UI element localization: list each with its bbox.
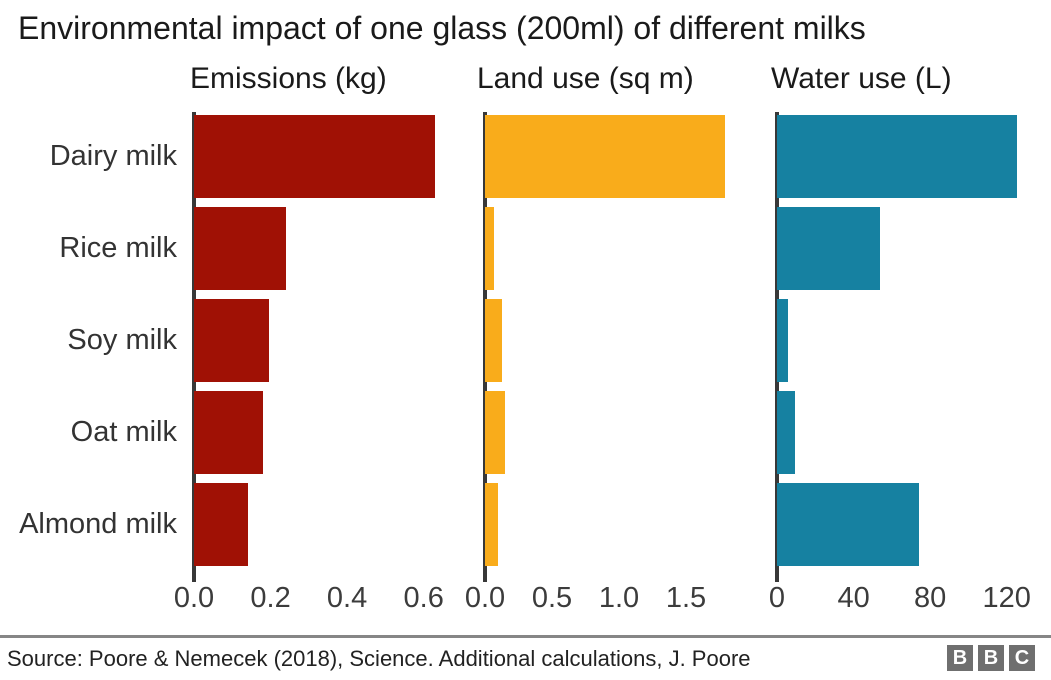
x-tick-label-water-use-l-120: 120 xyxy=(982,582,1031,614)
panel-water-use: 0 40 80 120 xyxy=(769,112,1045,614)
x-tick-label-water-use-l-0: 0 xyxy=(768,582,786,614)
category-label-almond-milk: Almond milk xyxy=(19,508,177,540)
panel-title-land-use: Land use (sq m) xyxy=(477,62,694,95)
x-tick-label-land-use-sq-m-0-5: 0.5 xyxy=(531,582,573,614)
category-label-dairy-milk: Dairy milk xyxy=(49,140,177,172)
x-tick-label-water-use-l-40: 40 xyxy=(837,582,870,614)
category-label-rice-milk: Rice milk xyxy=(59,232,177,264)
x-tick-label-emissions-kg-0-0: 0.0 xyxy=(173,582,215,614)
bar-almond-milk-water-use-l xyxy=(777,483,920,566)
bar-almond-milk-land-use-sq-m xyxy=(485,483,499,566)
bar-almond-milk-emissions-kg xyxy=(194,483,248,566)
x-tick-label-emissions-kg-0-6: 0.6 xyxy=(403,582,444,614)
category-label-soy-milk: Soy milk xyxy=(67,324,177,356)
panel-title-water-use: Water use (L) xyxy=(771,62,952,95)
panel-emissions: 0.0 0.2 0.4 0.6 xyxy=(174,112,462,614)
x-tick-label-water-use-l-80: 80 xyxy=(913,582,947,614)
x-tick-label-emissions-kg-0-2: 0.2 xyxy=(250,582,291,614)
x-tick-label-land-use-sq-m-0-0: 0.0 xyxy=(464,582,506,614)
bar-soy-milk-water-use-l xyxy=(777,299,788,382)
bar-rice-milk-water-use-l xyxy=(777,207,881,290)
bar-oat-milk-water-use-l xyxy=(777,391,796,474)
x-tick-label-land-use-sq-m-1-5: 1.5 xyxy=(665,582,707,614)
x-tick-label-land-use-sq-m-1-0: 1.0 xyxy=(598,582,640,614)
bar-dairy-milk-emissions-kg xyxy=(194,115,436,198)
bbc-logo-letter-2: C xyxy=(1009,645,1035,671)
bbc-logo-letter-1: B xyxy=(978,645,1004,671)
bar-rice-milk-emissions-kg xyxy=(194,207,286,290)
footer-divider xyxy=(0,635,1051,638)
chart-title: Environmental impact of one glass (200ml… xyxy=(18,10,866,46)
category-labels: Dairy milk Rice milk Soy milk Oat milk Almon… xyxy=(0,112,177,582)
bar-dairy-milk-water-use-l xyxy=(777,115,1018,198)
bar-soy-milk-land-use-sq-m xyxy=(485,299,503,382)
bar-rice-milk-land-use-sq-m xyxy=(485,207,495,290)
x-tick-label-emissions-kg-0-4: 0.4 xyxy=(326,582,368,614)
bbc-logo-letter-0: B xyxy=(947,645,973,671)
category-label-oat-milk: Oat milk xyxy=(70,416,177,448)
panel-title-emissions: Emissions (kg) xyxy=(190,62,387,95)
panel-land-use: 0.0 0.5 1.0 1.5 xyxy=(465,112,753,614)
bar-dairy-milk-land-use-sq-m xyxy=(485,115,725,198)
bar-oat-milk-emissions-kg xyxy=(194,391,263,474)
source-attribution: Source: Poore & Nemecek (2018), Science.… xyxy=(7,646,751,671)
bar-soy-milk-emissions-kg xyxy=(194,299,269,382)
bar-oat-milk-land-use-sq-m xyxy=(485,391,506,474)
